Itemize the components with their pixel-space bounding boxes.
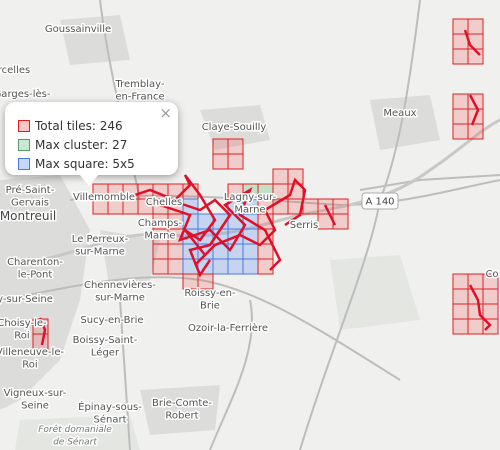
place-label: Robert bbox=[165, 411, 198, 422]
road-shield: A 140 bbox=[361, 192, 399, 210]
tile bbox=[242, 243, 259, 260]
tile bbox=[227, 258, 244, 275]
place-label: Roi bbox=[14, 331, 29, 342]
tile bbox=[287, 168, 304, 185]
place-label: Seine bbox=[21, 401, 49, 412]
place-label: Villemomble bbox=[73, 192, 135, 203]
place-label: Roi bbox=[22, 360, 37, 371]
place-label: Vigneux-sur- bbox=[4, 388, 67, 399]
max-square: Max square: 5x5 bbox=[35, 157, 135, 171]
max-cluster: Max cluster: 27 bbox=[35, 138, 128, 152]
tile bbox=[467, 123, 484, 140]
place-label: Léger bbox=[91, 347, 120, 359]
place-label: Villeneuve-le- bbox=[0, 347, 64, 358]
place-label: Chelles bbox=[146, 197, 182, 208]
place-label: y-sur-Seine bbox=[0, 294, 53, 305]
tile bbox=[197, 273, 214, 290]
legend-total: Total tiles: 246 bbox=[18, 119, 123, 133]
tile bbox=[257, 258, 274, 275]
place-label: Co bbox=[485, 269, 498, 280]
place-label: Pré-Saint- bbox=[6, 184, 55, 196]
popup-close[interactable]: × bbox=[159, 104, 172, 122]
place-label: Forêt domaniale bbox=[38, 424, 112, 435]
place-label: Charenton- bbox=[7, 257, 63, 268]
stats-popup: × Total tiles: 246 Max cluster: 27 Max s… bbox=[5, 102, 178, 186]
tile bbox=[467, 18, 484, 35]
tile bbox=[452, 273, 469, 290]
road-shield-label: A 140 bbox=[365, 197, 394, 208]
tile bbox=[332, 213, 349, 230]
place-label: Lagny-sur- bbox=[224, 192, 277, 203]
total-tiles: Total tiles: 246 bbox=[35, 119, 123, 133]
tile bbox=[452, 123, 469, 140]
place-label: Brie bbox=[200, 301, 220, 312]
tile bbox=[272, 168, 289, 185]
place-label: Choisy-le- bbox=[0, 318, 47, 329]
tracks bbox=[38, 29, 492, 346]
place-label: Meaux bbox=[383, 108, 416, 119]
place-label: Montreuil bbox=[0, 209, 56, 223]
tile bbox=[227, 138, 244, 155]
tile bbox=[212, 153, 229, 170]
tile bbox=[467, 318, 484, 335]
tile bbox=[152, 258, 169, 275]
tile bbox=[167, 258, 184, 275]
tile bbox=[167, 243, 184, 260]
place-label: Ozoir-la-Ferrière bbox=[188, 322, 268, 334]
tile bbox=[182, 273, 199, 290]
legend-cluster: Max cluster: 27 bbox=[18, 138, 127, 152]
tile bbox=[212, 138, 229, 155]
place-label: Champs- bbox=[138, 218, 183, 229]
place-label: Marne bbox=[144, 231, 175, 242]
swatch-blue bbox=[18, 158, 30, 170]
place-label: le-Pont bbox=[18, 270, 53, 281]
place-label: Sucy-en-Brie bbox=[80, 315, 143, 326]
tile bbox=[482, 288, 499, 305]
swatch-green bbox=[18, 139, 30, 151]
tile bbox=[212, 258, 229, 275]
place-label: de Sénart bbox=[53, 437, 97, 448]
tile bbox=[452, 93, 469, 110]
tile bbox=[452, 318, 469, 335]
place-label: Épinay-sous- bbox=[78, 400, 142, 413]
place-label: Serris bbox=[290, 220, 319, 231]
place-label: Tremblay- bbox=[114, 79, 164, 90]
tile bbox=[332, 198, 349, 215]
forest bbox=[15, 255, 420, 450]
place-label: sur-Marne bbox=[75, 247, 125, 258]
tile bbox=[152, 243, 169, 260]
tile bbox=[452, 108, 469, 125]
place-label: Sénart bbox=[94, 414, 127, 426]
tile bbox=[482, 303, 499, 320]
place-label: Brie-Comte- bbox=[152, 398, 212, 409]
place-label: Marne bbox=[234, 205, 265, 216]
tile bbox=[452, 48, 469, 65]
tile bbox=[242, 258, 259, 275]
place-label: en-France bbox=[115, 92, 164, 103]
place-label: Boissy-Saint- bbox=[73, 335, 138, 346]
place-label: rcelles bbox=[0, 65, 30, 76]
place-label: Claye-Souilly bbox=[202, 122, 267, 133]
tile bbox=[452, 288, 469, 305]
tile bbox=[302, 198, 319, 215]
place-label: Roissy-en- bbox=[184, 288, 236, 299]
popup-tail bbox=[79, 174, 99, 186]
place-label: Garges-lès- bbox=[0, 88, 51, 100]
tile bbox=[227, 153, 244, 170]
place-label: Gervais bbox=[11, 198, 49, 209]
place-label: sur-Marne bbox=[95, 293, 145, 304]
place-label: Le Perreux- bbox=[72, 234, 129, 245]
tile bbox=[452, 303, 469, 320]
place-label: Chennevières- bbox=[84, 279, 156, 291]
swatch-red bbox=[18, 120, 30, 132]
place-label: Goussainville bbox=[45, 24, 111, 35]
tile bbox=[452, 33, 469, 50]
place-labels: Goussainville rcelles Garges-lès- Tremblay-… bbox=[0, 23, 500, 450]
legend-square: Max square: 5x5 bbox=[18, 157, 135, 171]
